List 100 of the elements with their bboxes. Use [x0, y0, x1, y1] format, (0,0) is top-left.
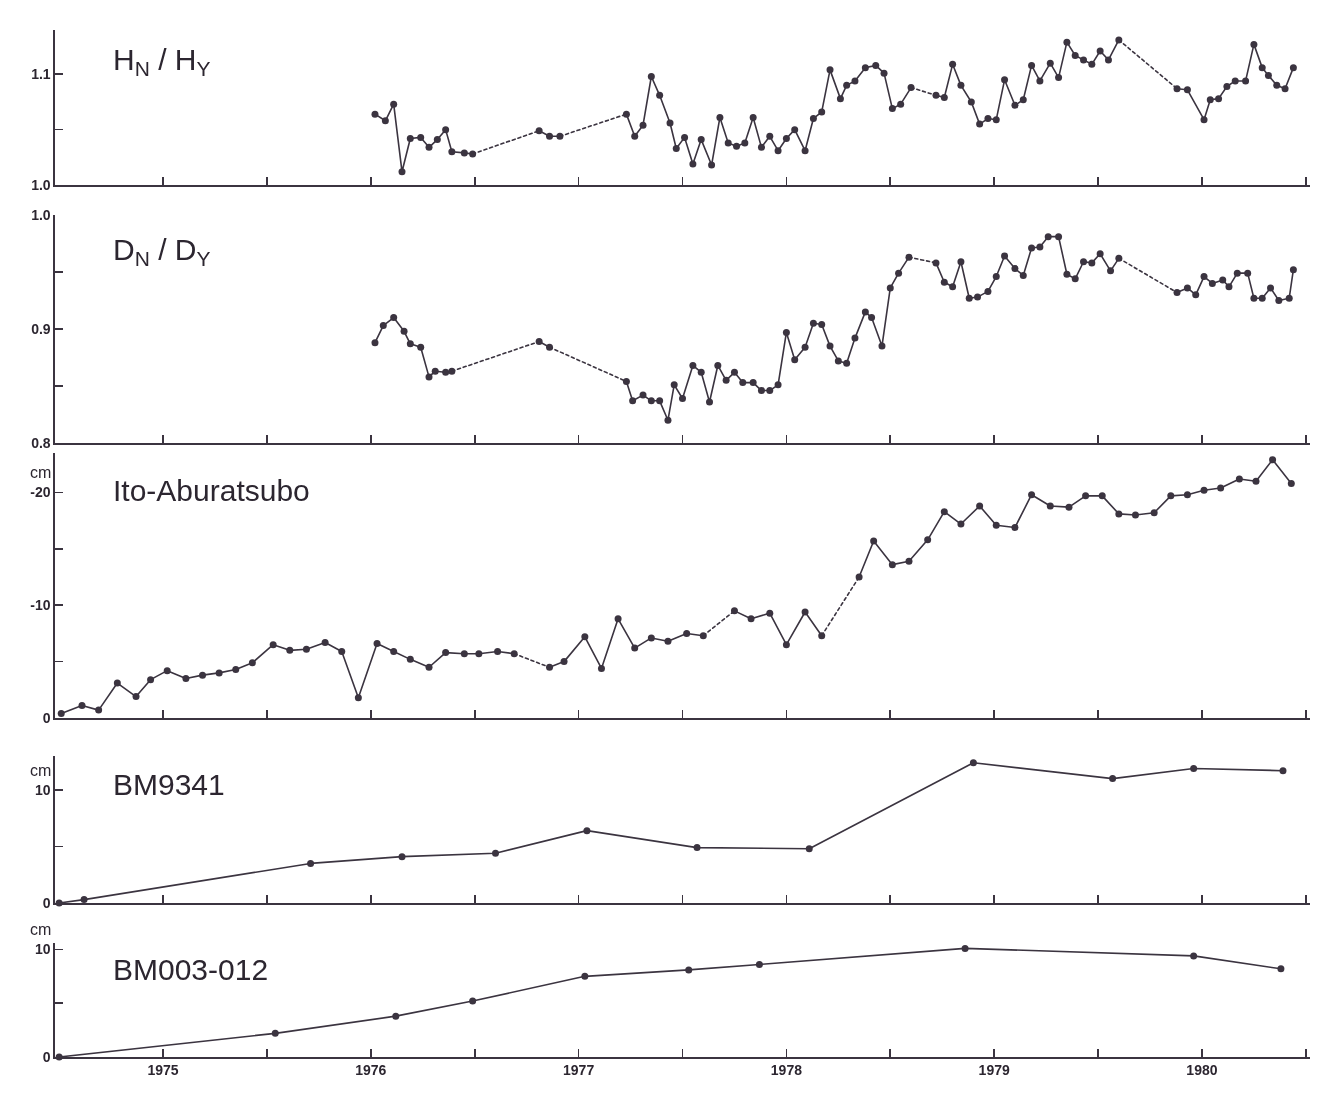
point	[801, 147, 809, 155]
point	[957, 81, 965, 89]
point	[1019, 96, 1027, 104]
point	[425, 663, 433, 671]
point	[1028, 491, 1036, 499]
point	[1192, 291, 1200, 299]
point	[581, 972, 589, 980]
point	[880, 69, 888, 77]
point	[581, 633, 589, 641]
point	[766, 387, 774, 395]
point	[940, 278, 948, 286]
point	[868, 314, 876, 322]
point	[1183, 284, 1191, 292]
point	[974, 293, 982, 301]
point	[782, 328, 790, 336]
point	[1208, 279, 1216, 287]
point	[957, 520, 965, 528]
point	[1080, 56, 1088, 64]
point	[965, 294, 973, 302]
text: H$_{N}$ / H$_{Y}$	[113, 43, 211, 81]
point	[286, 646, 294, 654]
point	[639, 391, 647, 399]
point	[392, 1012, 400, 1020]
point	[215, 669, 223, 677]
point	[647, 397, 655, 405]
point	[371, 339, 379, 347]
point	[546, 663, 554, 671]
point	[861, 308, 869, 316]
point	[961, 944, 969, 952]
point	[1088, 259, 1096, 267]
point	[664, 637, 672, 645]
point	[583, 827, 591, 835]
point	[843, 81, 851, 89]
point	[1063, 38, 1071, 46]
point	[818, 320, 826, 328]
point	[1206, 96, 1214, 104]
point	[949, 283, 957, 291]
point	[1223, 82, 1231, 90]
point	[984, 287, 992, 295]
point	[475, 650, 483, 658]
point	[851, 77, 859, 85]
point	[984, 115, 992, 123]
point	[469, 997, 477, 1005]
x-tick-label: 1975	[147, 1062, 179, 1079]
point	[425, 143, 433, 151]
point	[1001, 252, 1009, 260]
point	[809, 115, 817, 123]
point	[639, 121, 647, 129]
point	[1001, 76, 1009, 84]
y-tick-label: 0.8	[31, 434, 51, 451]
point	[448, 148, 456, 156]
point	[689, 160, 697, 168]
point	[338, 647, 346, 655]
point	[1250, 294, 1258, 302]
y-tick-label: 10	[35, 941, 51, 958]
point	[1289, 64, 1297, 72]
point	[1044, 233, 1052, 241]
point	[1131, 511, 1139, 519]
point	[199, 671, 207, 679]
x-tick-label: 1979	[978, 1062, 1010, 1079]
point	[689, 361, 697, 369]
y-tick-label: 1.0	[31, 176, 51, 193]
point	[379, 322, 387, 330]
point	[741, 139, 749, 147]
point	[390, 647, 398, 655]
y-tick-label: 0	[42, 894, 51, 911]
point	[664, 416, 672, 424]
y-tick-label: 1.1	[31, 66, 51, 83]
point	[1096, 47, 1104, 55]
point	[782, 135, 790, 142]
point	[425, 373, 433, 381]
point	[1046, 502, 1054, 510]
point	[1244, 269, 1252, 277]
point	[597, 664, 605, 672]
x-tick-label: 1978	[770, 1062, 803, 1079]
point	[739, 379, 747, 387]
point	[992, 521, 1000, 529]
point	[708, 161, 716, 169]
point	[683, 629, 691, 637]
x-tick-label: 1977	[563, 1062, 595, 1079]
point	[442, 368, 450, 376]
point	[1190, 764, 1198, 772]
point	[302, 645, 310, 653]
point	[460, 149, 468, 157]
y-axis-title: cm	[30, 921, 52, 938]
point	[969, 759, 977, 767]
point	[851, 334, 859, 342]
point	[1219, 276, 1227, 284]
point	[1287, 479, 1295, 487]
point	[1082, 492, 1090, 500]
point	[1269, 456, 1277, 464]
point	[431, 367, 439, 375]
point	[406, 655, 414, 663]
point	[1200, 273, 1208, 281]
point	[1167, 492, 1175, 500]
point	[1065, 503, 1073, 511]
point	[1063, 270, 1071, 278]
point	[679, 395, 686, 403]
point	[766, 132, 774, 140]
point	[494, 647, 502, 655]
